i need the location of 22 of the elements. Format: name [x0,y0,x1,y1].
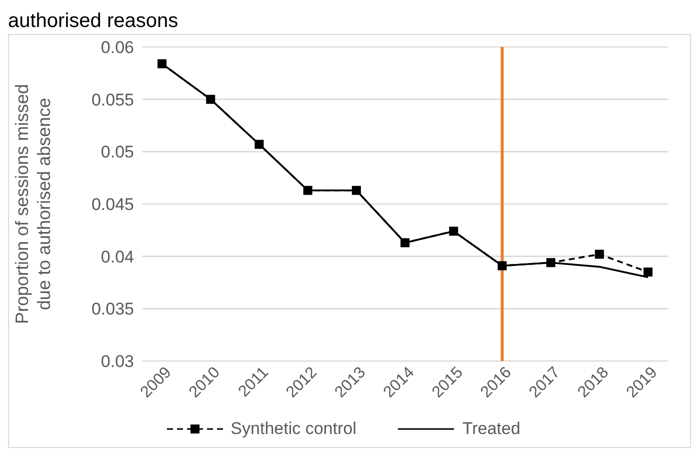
point [352,186,361,195]
y-tick-label: 0.06 [100,38,134,58]
point [206,94,216,104]
point [594,250,604,259]
y-tick-label: 0.055 [91,90,134,110]
point [449,226,458,236]
point [254,140,264,149]
y-tick-label: 0.04 [100,247,134,266]
point [303,186,312,195]
point [644,268,652,277]
y-tick-label: 0.045 [91,195,134,214]
chart-title: authorised reasons [8,9,180,34]
point [400,238,410,248]
point [158,59,166,68]
y-tick-label: 0.05 [100,142,134,162]
point [498,261,507,270]
point [546,258,556,268]
y-tick-label: 0.03 [100,352,134,372]
y-axis-title: Proportion of sessions missed due to authorised absence [12,84,54,324]
legend-label: Synthetic control [230,419,356,439]
legend-label: Treated [461,419,520,439]
y-tick-label: 0.035 [91,300,134,319]
